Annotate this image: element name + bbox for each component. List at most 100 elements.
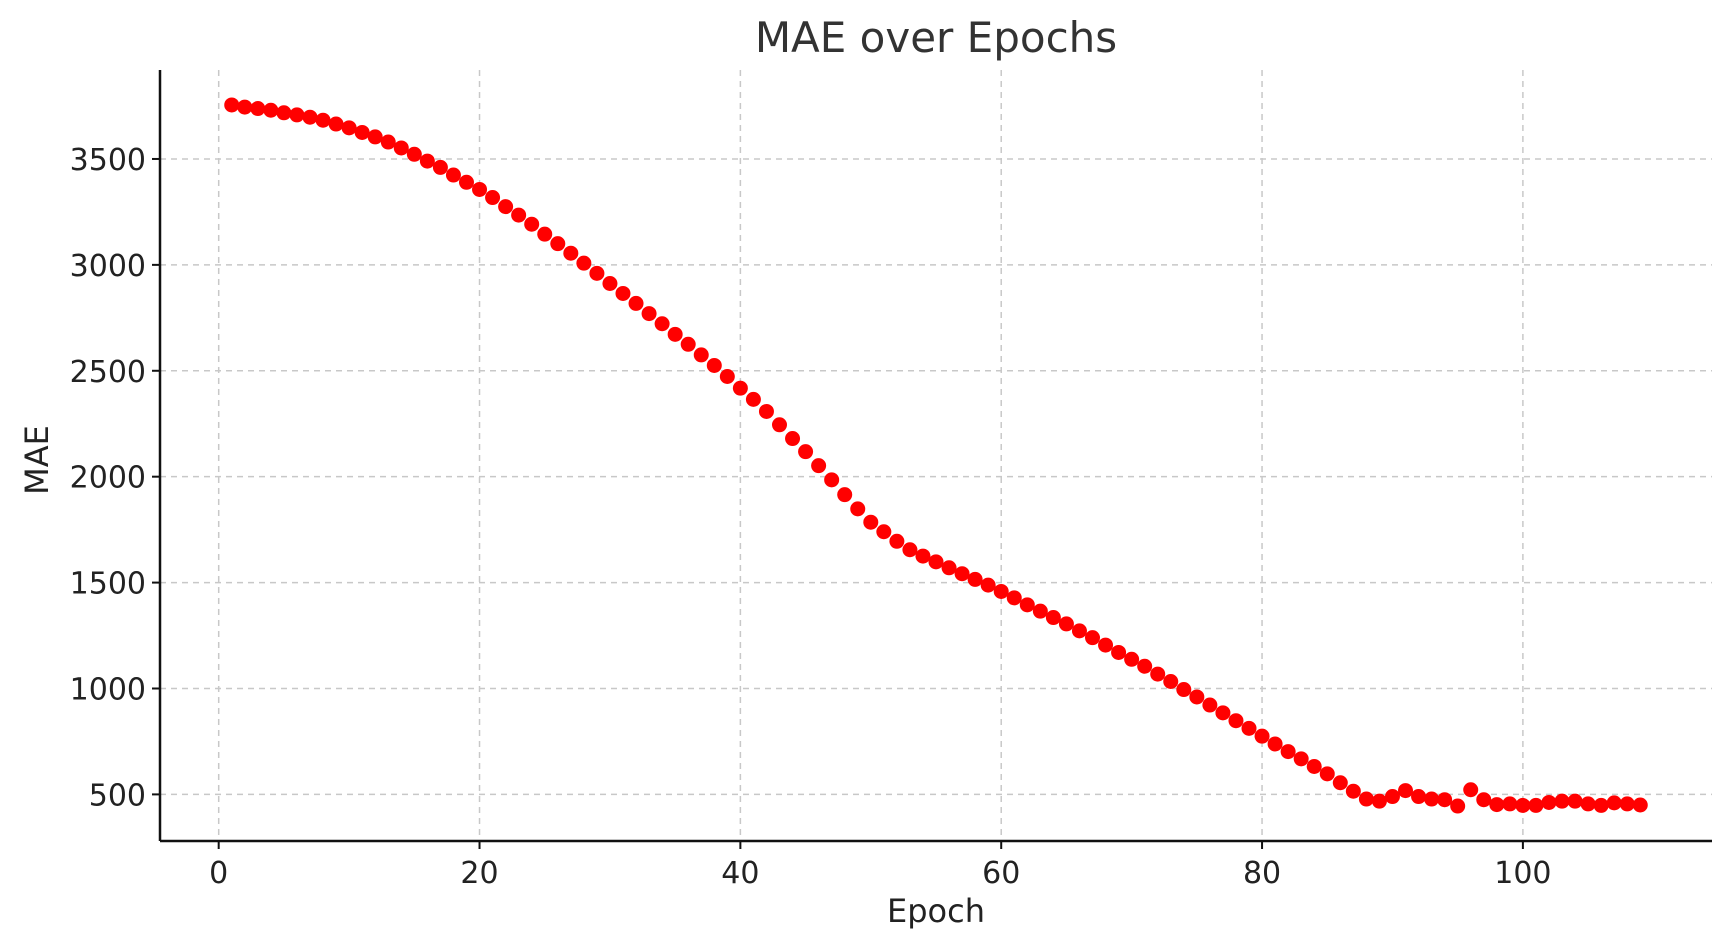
data-point [563,245,579,261]
x-tick-label: 60 [982,856,1020,891]
data-point [250,101,266,117]
data-point [798,444,814,460]
x-tick-label: 20 [460,856,498,891]
data-point [954,566,970,582]
data-point [1437,792,1453,808]
data-point [1254,728,1270,744]
tick-marks: 0 20 40 60 80 100 500 1000 1500 2000 2500 3000 3500 [70,143,1552,891]
data-point [915,548,931,564]
data-point [1515,797,1531,813]
data-point [1306,758,1322,774]
data-point [1450,798,1466,814]
axes [158,70,1712,843]
data-point [1124,651,1140,667]
data-point [576,255,592,271]
data-point [941,560,957,576]
data-point [224,97,240,113]
x-tick-label: 0 [209,856,228,891]
data-points [224,97,1648,814]
data-point [589,265,605,281]
data-point [745,391,761,407]
data-point [1111,644,1127,660]
data-point [732,380,748,396]
data-point [1358,791,1374,807]
data-point [980,577,996,593]
y-tick-label: 3000 [70,249,146,284]
data-point [367,129,383,145]
data-point [1528,797,1544,813]
data-point [967,571,983,587]
y-tick-label: 2000 [70,461,146,496]
data-point [1150,666,1166,682]
data-point [758,403,774,419]
data-point [237,99,253,115]
data-point [550,236,566,252]
data-point [1137,658,1153,674]
data-point [1371,793,1387,809]
data-point [811,458,827,474]
data-point [472,181,488,197]
data-point [902,542,918,558]
data-point [1058,616,1074,632]
data-point [537,226,553,242]
data-point [1071,623,1087,639]
data-point [928,554,944,570]
data-point [511,207,527,223]
data-point [1489,797,1505,813]
data-point [1019,597,1035,613]
data-point [667,326,683,342]
data-point [1463,782,1479,798]
data-point [654,316,670,332]
data-point [1215,705,1231,721]
data-point [419,153,435,169]
data-point [432,159,448,175]
y-tick-label: 1500 [70,567,146,602]
data-point [641,306,657,322]
data-point [1006,590,1022,606]
data-point [1384,789,1400,805]
data-point [524,216,540,232]
data-point [1045,610,1061,626]
data-point [837,487,853,503]
data-point [1280,744,1296,760]
x-tick-label: 80 [1243,856,1281,891]
data-point [1580,796,1596,812]
data-point [1032,603,1048,619]
data-point [1424,791,1440,807]
data-point [1319,766,1335,782]
data-point [889,533,905,549]
data-point [263,102,279,118]
data-point [771,417,787,433]
chart-title: MAE over Epochs [755,13,1117,62]
data-point [315,112,331,128]
data-point [680,336,696,352]
data-point [380,134,396,150]
data-point [1163,674,1179,690]
y-axis-label: MAE [18,425,56,495]
data-point [354,124,370,140]
data-point [289,107,305,123]
data-point [1398,783,1414,799]
data-point [1085,630,1101,646]
data-point [1228,713,1244,729]
data-point [850,501,866,517]
y-tick-label: 1000 [70,672,146,707]
data-point [328,116,344,132]
data-point [1541,794,1557,810]
data-point [341,120,357,136]
data-point [1632,797,1648,813]
data-point [1293,751,1309,767]
data-point [445,167,461,183]
data-point [498,199,514,215]
data-point [406,146,422,162]
data-point [1554,793,1570,809]
y-tick-label: 3500 [70,143,146,178]
y-tick-label: 2500 [70,355,146,390]
data-point [693,347,709,363]
data-point [1267,736,1283,752]
y-tick-label: 500 [89,778,146,813]
data-point [1332,775,1348,791]
